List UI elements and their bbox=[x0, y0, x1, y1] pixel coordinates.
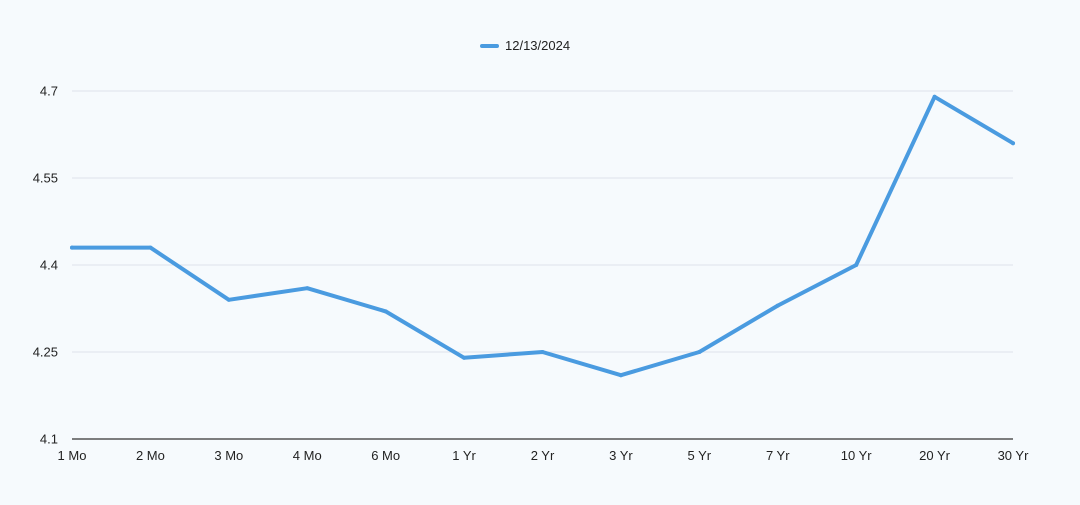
x-tick-label: 3 Yr bbox=[609, 448, 633, 463]
x-tick-label: 10 Yr bbox=[841, 448, 873, 463]
y-tick-label: 4.7 bbox=[40, 84, 58, 99]
x-tick-label: 4 Mo bbox=[293, 448, 322, 463]
series-layer bbox=[70, 94, 1015, 378]
legend[interactable]: 12/13/2024 bbox=[480, 38, 570, 53]
x-tick-label: 7 Yr bbox=[766, 448, 790, 463]
x-tick-label: 1 Mo bbox=[58, 448, 87, 463]
data-point[interactable] bbox=[932, 94, 937, 99]
y-tick-label: 4.4 bbox=[40, 258, 58, 273]
x-tick-label: 6 Mo bbox=[371, 448, 400, 463]
axes: 4.1 4.25 4.4 4.55 4.7 1 Mo 2 Mo 3 Mo 4 Mo 6 Mo 1 Y… bbox=[33, 84, 1029, 464]
x-tick-label: 20 Yr bbox=[919, 448, 951, 463]
data-point[interactable] bbox=[775, 303, 780, 308]
y-tick-label: 4.1 bbox=[40, 432, 58, 447]
data-point[interactable] bbox=[462, 355, 467, 360]
data-point[interactable] bbox=[305, 286, 310, 291]
series-line[interactable] bbox=[70, 94, 1015, 378]
data-point[interactable] bbox=[618, 373, 623, 378]
data-point[interactable] bbox=[1011, 141, 1015, 146]
y-tick-label: 4.55 bbox=[33, 171, 58, 186]
y-tick-label: 4.25 bbox=[33, 345, 58, 360]
grid-lines bbox=[72, 90, 1013, 353]
data-point[interactable] bbox=[383, 309, 388, 314]
x-tick-label: 30 Yr bbox=[998, 448, 1030, 463]
x-tick-label: 1 Yr bbox=[452, 448, 476, 463]
x-tick-label: 5 Yr bbox=[688, 448, 712, 463]
x-tick-label: 2 Mo bbox=[136, 448, 165, 463]
data-point[interactable] bbox=[226, 297, 231, 302]
data-point[interactable] bbox=[148, 245, 153, 250]
data-point[interactable] bbox=[540, 350, 545, 354]
legend-label: 12/13/2024 bbox=[505, 38, 570, 53]
data-point[interactable] bbox=[70, 245, 74, 250]
x-tick-label: 3 Mo bbox=[214, 448, 243, 463]
data-point[interactable] bbox=[697, 350, 702, 354]
x-tick-label: 2 Yr bbox=[531, 448, 555, 463]
data-point[interactable] bbox=[854, 263, 859, 267]
